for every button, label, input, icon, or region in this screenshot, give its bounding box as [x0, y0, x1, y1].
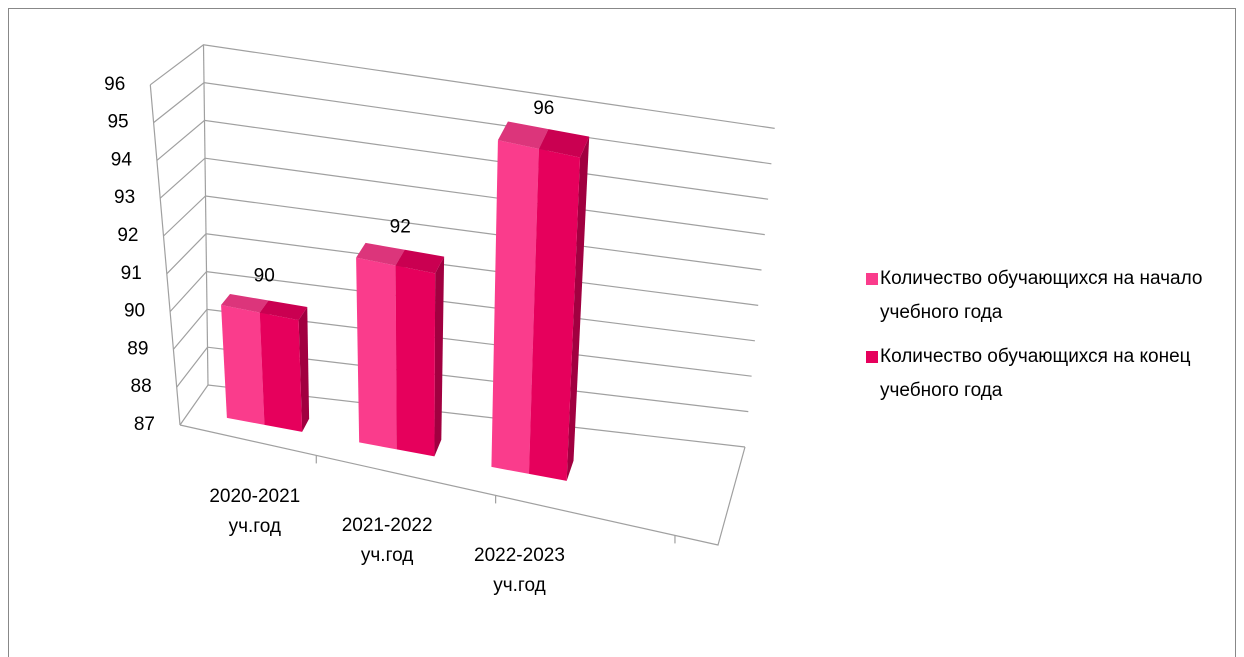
- legend-entry: Количество обучающихся на конец учебного…: [866, 340, 1230, 408]
- grid-line: [159, 157, 765, 236]
- bar-top: [497, 121, 549, 149]
- grid-line: [153, 81, 772, 165]
- bar-side: [298, 307, 310, 432]
- data-label: 92: [390, 217, 411, 238]
- bar: [221, 305, 265, 425]
- x-tick-label: 2020-2021 уч.год: [209, 485, 301, 537]
- frame: [8, 8, 1236, 657]
- y-tick-label: 90: [124, 301, 145, 322]
- floor-edge: [179, 424, 746, 546]
- bar: [395, 265, 436, 457]
- back-wall-edge: [202, 44, 209, 386]
- y-axis: [149, 84, 181, 426]
- y-tick-label: 89: [127, 338, 148, 359]
- bar-side: [566, 136, 590, 481]
- y-tick-label: 87: [134, 414, 155, 435]
- bar-side: [434, 256, 445, 457]
- y-tick-label: 92: [117, 225, 138, 246]
- x-tick-label: 2021-2022 уч.год: [341, 515, 433, 567]
- bar-top: [221, 294, 269, 313]
- bar: [259, 312, 303, 432]
- y-tick-label: 91: [121, 263, 142, 284]
- data-label: 90: [254, 266, 275, 287]
- bar: [491, 140, 539, 474]
- y-tick-label: 93: [114, 187, 135, 208]
- legend-swatch: [866, 273, 878, 285]
- legend-label: Количество обучающихся на конец учебного…: [880, 346, 1191, 401]
- y-tick-label: 88: [131, 376, 152, 397]
- y-tick-label: 94: [111, 149, 133, 170]
- bar: [356, 257, 397, 450]
- bar-top: [259, 300, 308, 321]
- bar-top: [538, 129, 590, 158]
- bar-top: [356, 242, 405, 266]
- grid-line: [149, 44, 775, 129]
- legend-swatch: [866, 351, 878, 363]
- bar-top: [395, 249, 445, 274]
- legend-entry: Количество обучающихся на начало учебног…: [866, 262, 1230, 330]
- y-tick-label: 95: [107, 112, 128, 133]
- grid-line: [163, 195, 762, 271]
- bar: [529, 148, 581, 481]
- x-tick-label: 2022-2023 уч.год: [474, 544, 565, 596]
- legend-label: Количество обучающихся на начало учебног…: [880, 268, 1203, 323]
- y-tick-label: 96: [104, 74, 125, 95]
- grid-line: [156, 119, 769, 200]
- data-label: 96: [533, 98, 554, 119]
